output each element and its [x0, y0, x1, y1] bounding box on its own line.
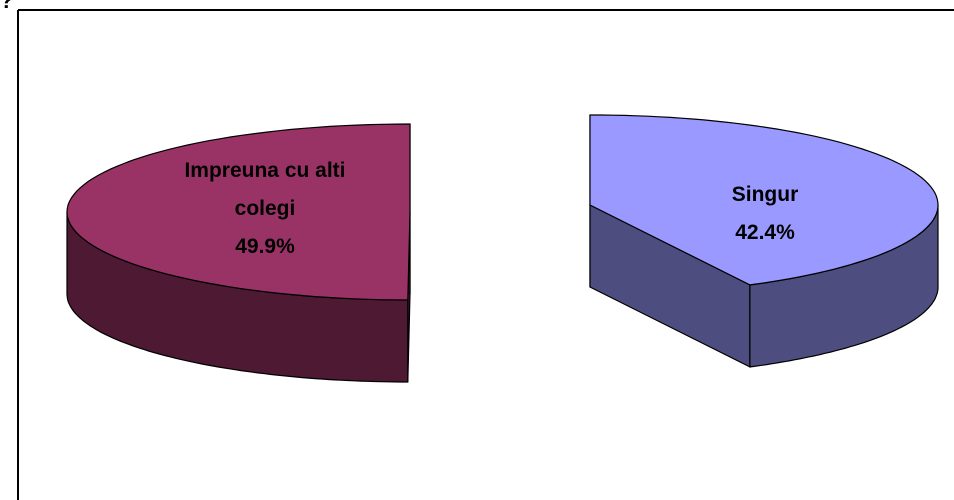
- slice-category-label: Singur: [731, 183, 799, 206]
- annotation: ?: [0, 0, 14, 13]
- slice-value-label: 49.9%: [235, 235, 295, 258]
- slice-value-label: 42.4%: [735, 221, 795, 244]
- slice: [589, 114, 939, 286]
- slice: [66, 123, 411, 301]
- slice-category-label: Impreuna cu alti colegi: [184, 159, 346, 220]
